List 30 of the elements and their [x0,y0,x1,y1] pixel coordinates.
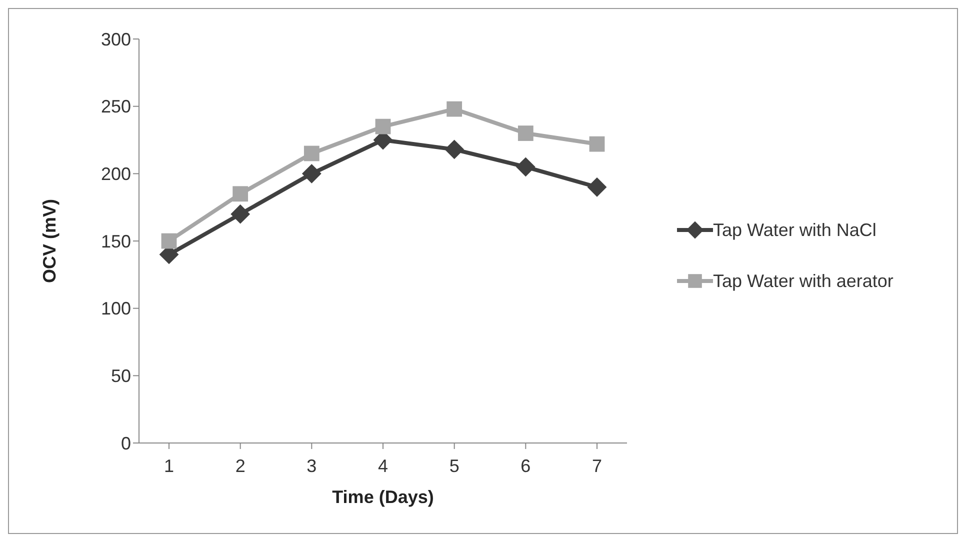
point [232,186,248,202]
y-axis-title: OCV (mV) [39,198,60,284]
x-axis-title: Time (Days) [332,487,434,507]
y-tick-label: 50 [110,366,131,386]
x-tick-label: 6 [520,456,531,476]
point [375,118,391,134]
x-tick-label: 3 [306,456,317,476]
point [304,146,320,162]
y-tick-label: 0 [120,433,131,454]
point [302,164,322,184]
point [446,101,462,117]
point [516,157,536,176]
point [589,136,605,152]
legend-label: Tap Water with aerator [713,270,894,293]
y-tick-label: 300 [100,29,131,50]
x-tick-label: 4 [378,456,388,476]
y-tick-label: 200 [100,164,131,184]
x-tick-label: 1 [164,456,174,476]
point [518,126,534,141]
x-tick-label: 5 [449,456,460,476]
point [161,233,177,249]
x-tick-label: 2 [235,456,246,476]
y-tick-label: 150 [100,231,131,252]
point [230,204,250,224]
point [444,140,464,159]
legend-label: Tap Water with NaCl [713,219,878,242]
y-tick-label: 250 [100,96,131,117]
x-tick-label: 7 [592,456,602,476]
y-tick-label: 100 [100,298,131,319]
point [588,178,606,197]
